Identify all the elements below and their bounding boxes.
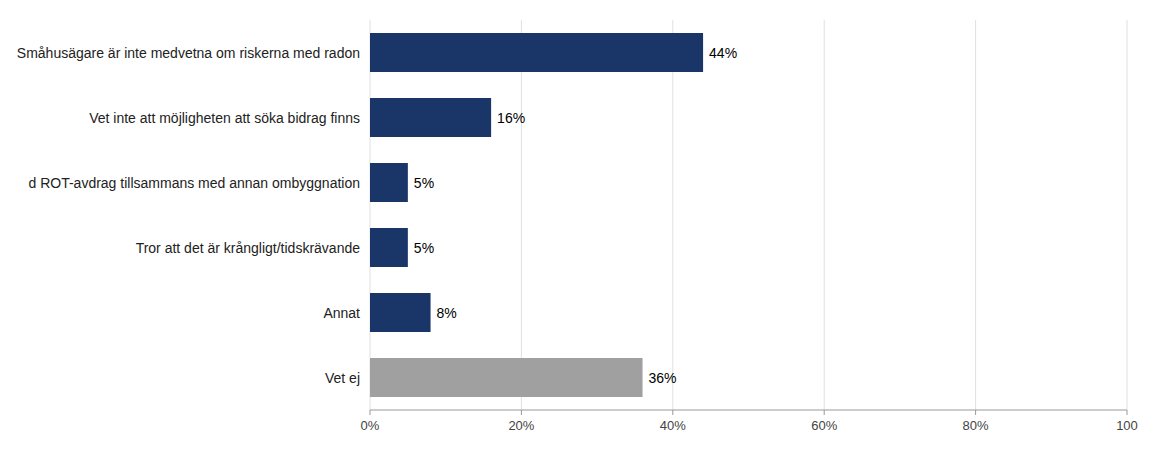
grid-line (672, 20, 673, 410)
category-label: d ROT-avdrag tillsammans med annan ombyg… (28, 175, 360, 191)
tick-label: 60% (811, 418, 837, 433)
bar (370, 358, 643, 397)
x-axis: 0% 20% 40% 60% 80% 100 (361, 410, 1138, 433)
data-label: 5% (414, 240, 434, 256)
tick-mark (1127, 410, 1128, 415)
tick-label: 100 (1116, 418, 1138, 433)
data-label: 36% (649, 370, 677, 386)
tick-mark (824, 410, 825, 415)
labels: 44% 16% 5% 5% 8% 36% (414, 45, 737, 386)
tick-label: 80% (963, 418, 989, 433)
data-label: 8% (437, 305, 457, 321)
category-label: Småhusägare är inte medvetna om riskerna… (17, 45, 360, 61)
bar (370, 33, 703, 72)
chart-svg: 0% 20% 40% 60% 80% 100 44% 16% 5% 5% 8% 36% Småhusäg… (0, 0, 1167, 454)
grid-line (521, 20, 522, 410)
tick-mark (975, 410, 976, 415)
bar (370, 163, 408, 202)
grid-line (824, 20, 825, 410)
tick-label: 0% (361, 418, 380, 433)
tick-mark (521, 410, 522, 415)
chart-container: 0% 20% 40% 60% 80% 100 44% 16% 5% 5% 8% 36% Småhusäg… (0, 0, 1167, 454)
tick-label: 40% (660, 418, 686, 433)
bar (370, 98, 491, 137)
bar (370, 228, 408, 267)
category-label: Annat (323, 305, 360, 321)
grid-line (1127, 20, 1128, 410)
category-label: Tror att det är krångligt/tidskrävande (136, 240, 361, 256)
bars (370, 33, 703, 397)
y-axis: Småhusägare är inte medvetna om riskerna… (17, 45, 360, 386)
category-label: Vet inte att möjligheten att söka bidrag… (89, 110, 360, 126)
axis-line (370, 410, 1127, 411)
grid-line (370, 20, 371, 410)
data-label: 5% (414, 175, 434, 191)
tick-mark (672, 410, 673, 415)
bar (370, 293, 431, 332)
tick-label: 20% (508, 418, 534, 433)
grid (370, 20, 1127, 410)
category-label: Vet ej (325, 370, 360, 386)
data-label: 44% (709, 45, 737, 61)
data-label: 16% (497, 110, 525, 126)
grid-line (975, 20, 976, 410)
tick-mark (370, 410, 371, 415)
